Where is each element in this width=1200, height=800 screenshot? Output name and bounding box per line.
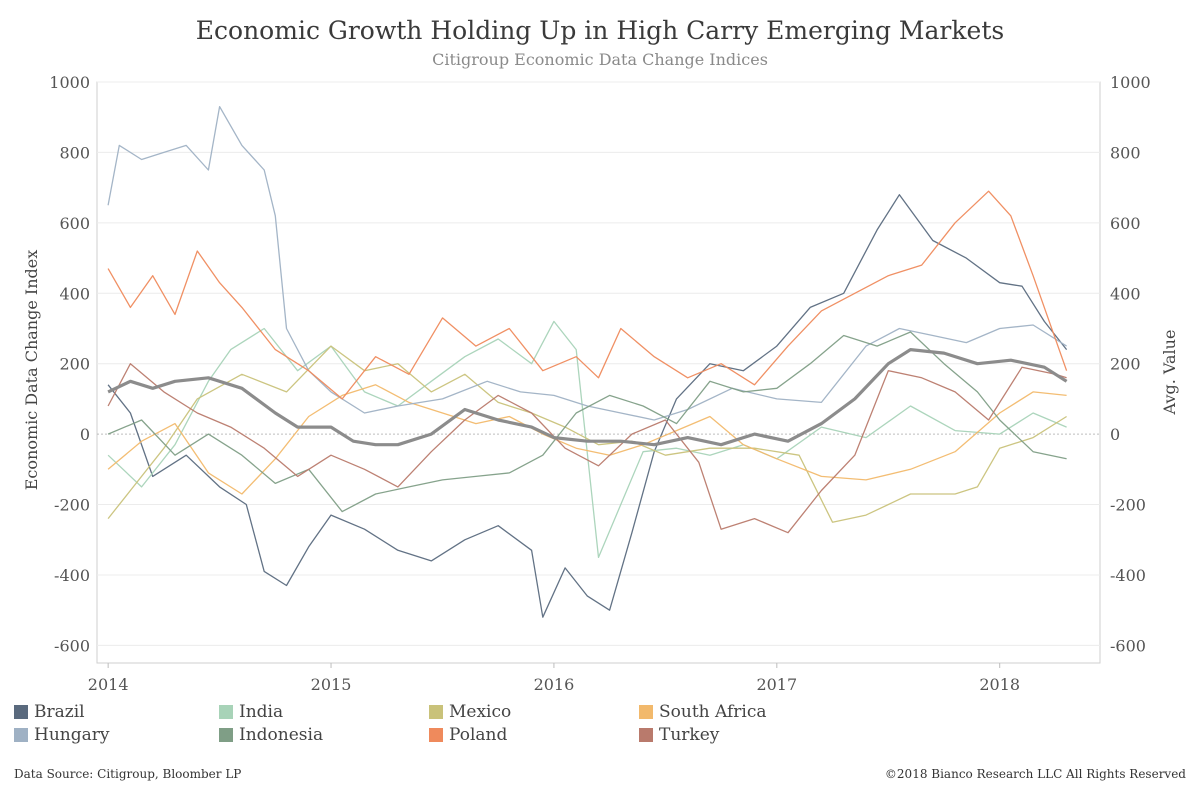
legend-item-indonesia: Indonesia bbox=[219, 725, 323, 745]
y2-tick-label: -200 bbox=[1110, 496, 1146, 515]
copyright-note: ©2018 Bianco Research LLC All Rights Res… bbox=[884, 767, 1186, 781]
legend: Brazil India Mexico South Africa Hungary Indo… bbox=[14, 702, 914, 750]
legend-swatch bbox=[429, 705, 443, 719]
legend-label: Turkey bbox=[659, 725, 720, 745]
legend-swatch bbox=[219, 705, 233, 719]
y2-tick-label: 400 bbox=[1110, 284, 1141, 303]
y2-tick-label: 200 bbox=[1110, 355, 1141, 374]
y-tick-label: 1000 bbox=[49, 73, 90, 92]
legend-label: Poland bbox=[449, 725, 508, 745]
y2-tick-label: 0 bbox=[1110, 425, 1120, 444]
y2-tick-label: 600 bbox=[1110, 214, 1141, 233]
y-tick-label: -600 bbox=[54, 636, 90, 655]
x-tick-label: 2018 bbox=[979, 675, 1020, 694]
data-source-note: Data Source: Citigroup, Bloomber LP bbox=[14, 767, 242, 781]
legend-item-poland: Poland bbox=[429, 725, 507, 745]
y-tick-label: -200 bbox=[54, 496, 90, 515]
legend-item-mexico: Mexico bbox=[429, 702, 511, 722]
series-line-avg-value bbox=[107, 348, 1068, 447]
x-tick-label: 2015 bbox=[311, 675, 352, 694]
series-line-india bbox=[107, 320, 1067, 559]
legend-item-hungary: Hungary bbox=[14, 725, 109, 745]
x-tick-label: 2014 bbox=[88, 675, 129, 694]
legend-swatch bbox=[14, 728, 28, 742]
legend-label: Hungary bbox=[34, 725, 110, 745]
y-tick-label: 200 bbox=[59, 355, 90, 374]
series-line-hungary bbox=[107, 105, 1067, 421]
legend-swatch bbox=[219, 728, 233, 742]
legend-label: Mexico bbox=[449, 702, 512, 722]
series-line-mexico bbox=[107, 345, 1067, 523]
legend-swatch bbox=[639, 705, 653, 719]
legend-item-india: India bbox=[219, 702, 283, 722]
y-tick-label: 0 bbox=[80, 425, 90, 444]
legend-swatch bbox=[429, 728, 443, 742]
legend-label: Brazil bbox=[34, 702, 85, 722]
series-line-poland bbox=[107, 190, 1068, 400]
legend-label: Indonesia bbox=[239, 725, 324, 745]
chart-subtitle: Citigroup Economic Data Change Indices bbox=[432, 50, 768, 69]
legend-swatch bbox=[639, 728, 653, 742]
series-line-indonesia bbox=[107, 331, 1067, 513]
x-tick-label: 2016 bbox=[534, 675, 575, 694]
y2-tick-label: 800 bbox=[1110, 143, 1141, 162]
y-tick-label: 400 bbox=[59, 284, 90, 303]
chart-title: Economic Growth Holding Up in High Carry… bbox=[195, 16, 1005, 45]
y-axis-label: Economic Data Change Index bbox=[22, 250, 41, 491]
legend-item-south-africa: South Africa bbox=[639, 702, 767, 722]
series-line-brazil bbox=[107, 194, 1068, 618]
legend-item-turkey: Turkey bbox=[639, 725, 719, 745]
y-tick-label: 800 bbox=[59, 143, 90, 162]
y-tick-label: -400 bbox=[54, 566, 90, 585]
legend-label: South Africa bbox=[659, 702, 767, 722]
y-tick-label: 600 bbox=[59, 214, 90, 233]
plot-frame bbox=[96, 81, 1101, 664]
legend-label: India bbox=[239, 702, 284, 722]
series-line-south-africa bbox=[107, 384, 1067, 495]
legend-item-brazil: Brazil bbox=[14, 702, 85, 722]
x-tick-label: 2017 bbox=[756, 675, 797, 694]
legend-swatch bbox=[14, 705, 28, 719]
y2-tick-label: 1000 bbox=[1110, 73, 1151, 92]
y2-tick-label: -600 bbox=[1110, 636, 1146, 655]
y2-tick-label: -400 bbox=[1110, 566, 1146, 585]
series-line-turkey bbox=[107, 363, 1067, 534]
y2-axis-label: Avg. Value bbox=[1160, 330, 1179, 416]
